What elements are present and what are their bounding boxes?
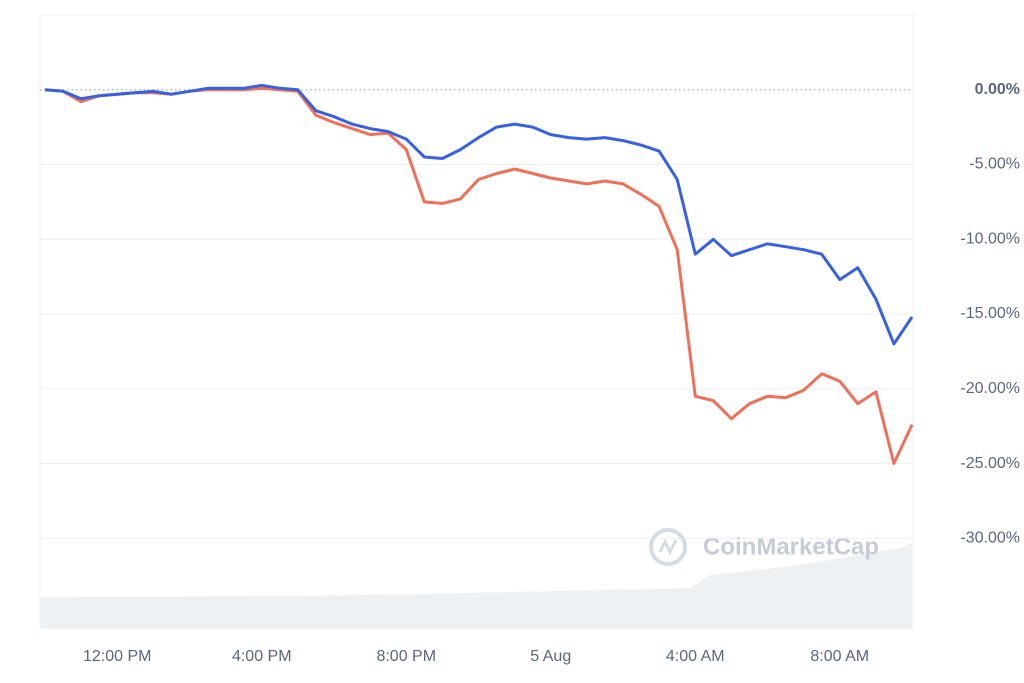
series-line <box>44 83 914 346</box>
y-tick-label: -25.00% <box>960 455 1020 472</box>
watermark: CoinMarketCap <box>703 533 879 560</box>
x-tick-label: 5 Aug <box>530 648 571 665</box>
x-tick-label: 4:00 AM <box>666 648 725 665</box>
x-tick-label: 8:00 AM <box>810 648 869 665</box>
watermark-logo <box>649 528 687 566</box>
volume-area <box>40 543 912 628</box>
y-tick-label: -5.00% <box>969 156 1020 173</box>
series-line <box>44 86 914 465</box>
x-tick-label: 12:00 PM <box>83 648 151 665</box>
x-tick-label: 4:00 PM <box>232 648 292 665</box>
x-tick-label: 8:00 PM <box>376 648 436 665</box>
y-tick-label: -30.00% <box>960 530 1020 547</box>
y-tick-label: -15.00% <box>960 305 1020 322</box>
y-tick-label: -20.00% <box>960 380 1020 397</box>
y-tick-label: -10.00% <box>960 230 1020 247</box>
y-tick-label: 0.00% <box>975 81 1020 98</box>
